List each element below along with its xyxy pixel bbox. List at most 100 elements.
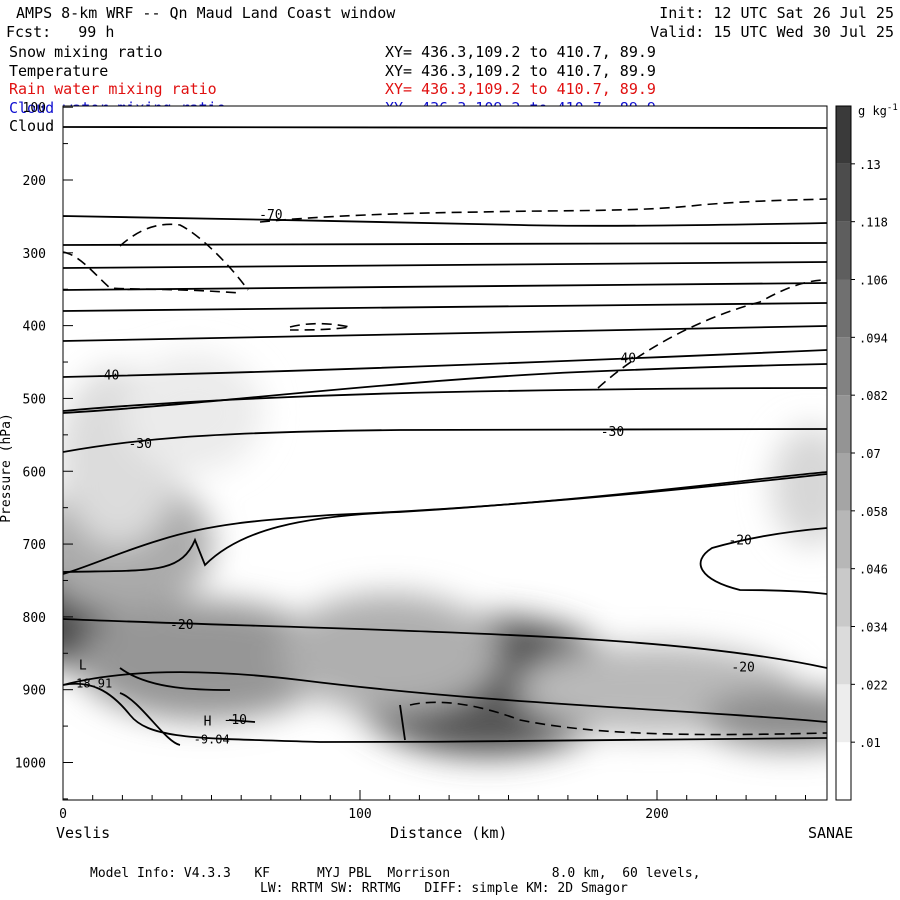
temperature-contour: [63, 428, 827, 453]
y-tick-label: 300: [23, 247, 46, 262]
temperature-contour: [699, 527, 827, 595]
temperature-label: -30: [128, 437, 151, 452]
temperature-contour: [63, 349, 827, 378]
cloud-ice-blob: [123, 353, 263, 473]
temperature-contour: [63, 671, 827, 723]
colorbar-bin: [836, 395, 851, 453]
model-info: Model Info: V4.3.3 KF MYJ PBL Morrison 8…: [90, 866, 701, 881]
temperature-contour: [63, 473, 827, 575]
cloud-ice-blob: [279, 593, 500, 714]
field-name: Temperature: [9, 61, 109, 80]
temperature-contour: [63, 242, 827, 246]
colorbar-label: .082: [859, 389, 888, 403]
colorbar: .01 .022 .034 .046 .058 .07 .082 .094 .106 .118 .1…: [835, 103, 898, 801]
y-axis-title: Pressure (hPa): [0, 413, 14, 523]
colorbar-label: .034: [859, 621, 888, 635]
temperature-label: -20: [728, 534, 751, 549]
temperature-contour: [63, 325, 827, 342]
forecast-hour: Fcst: 99 h: [6, 23, 115, 41]
temperature-contour: [63, 302, 827, 312]
cloud-water-contour: [597, 279, 827, 389]
temperature-contour: [63, 282, 827, 291]
temperature-contour: [63, 261, 827, 269]
axes: 100 200 300 400 500 600 700 800 900 1000 0 100 200: [15, 101, 806, 822]
extremum-symbol: H: [204, 715, 212, 730]
cloud-water-contour: [409, 701, 827, 736]
x-tick-label: 200: [645, 807, 668, 822]
colorbar-unit: g kg-1: [858, 103, 898, 118]
temperature-label: -70: [259, 208, 282, 223]
y-tick-label: 1000: [15, 757, 46, 772]
extremum-symbol: L: [79, 659, 87, 674]
field-name: Rain water mixing ratio: [9, 80, 217, 98]
cloud-ice-blob: [75, 600, 336, 721]
temperature-contour: [63, 471, 827, 573]
y-tick-label: 100: [23, 101, 46, 116]
temperature-contour: [119, 692, 181, 746]
colorbar-bin: [836, 221, 851, 280]
field-xy-range: XY= 436.3,109.2 to 410.7, 89.9: [385, 43, 656, 61]
field-xy-range: XY= 436.3,109.2 to 410.7, 89.9: [385, 61, 656, 80]
y-tick-label: 700: [23, 538, 46, 553]
colorbar-label: .046: [859, 563, 888, 577]
y-tick-label: 400: [23, 320, 46, 335]
temperature-label: -20: [170, 618, 193, 633]
colorbar-label: .118: [859, 216, 888, 230]
temperature-contour: [63, 215, 827, 227]
cloud-water-contour: [289, 322, 351, 331]
model-physics: LW: RRTM SW: RRTMG DIFF: simple KM: 2D S…: [260, 881, 628, 896]
temperature-contour: [228, 719, 256, 723]
temperature-contour: [63, 387, 827, 412]
colorbar-bin: [836, 279, 851, 338]
colorbar-bin: [836, 337, 851, 396]
temperature-label: -10: [224, 713, 247, 728]
colorbar-bin: [836, 510, 851, 569]
y-tick-label: 500: [23, 392, 46, 407]
x-tick-label: 100: [348, 807, 371, 822]
temperature-label: -40: [96, 368, 119, 383]
init-time: Init: 12 UTC Sat 26 Jul 25: [659, 4, 894, 22]
x-endpoint-right: SANAE: [808, 824, 854, 842]
temperature-label: -40: [613, 352, 636, 367]
field-xy-range: XY= 436.3,109.2 to 410.7, 89.9: [385, 80, 656, 98]
y-tick-label: 800: [23, 611, 46, 626]
colorbar-bin: [836, 568, 851, 627]
cloud-ice-blob: [771, 425, 827, 546]
cloud-ice-shading: [63, 353, 827, 757]
chart-title: AMPS 8-km WRF -- Qn Maud Land Coast wind…: [16, 4, 396, 22]
x-axis-title: Distance (km): [390, 824, 508, 842]
colorbar-label: .022: [859, 678, 888, 692]
colorbar-label: .07: [859, 447, 881, 461]
cloud-water-contour: [63, 251, 241, 294]
temperature-label: -30: [601, 425, 624, 440]
contour-labels: -70 -40 -40 -30 -30 -20 -20 -20 -10 L -18.91 H -9.04: [69, 208, 755, 747]
temperature-contour: [63, 363, 827, 414]
colorbar-label: .094: [859, 331, 888, 345]
temperature-contour: [63, 126, 827, 129]
colorbar-bin: [836, 453, 851, 511]
x-tick-label: 0: [59, 807, 67, 822]
colorbar-label: .01: [859, 736, 881, 750]
colorbar-bin: [836, 106, 851, 164]
y-tick-label: 900: [23, 684, 46, 699]
y-tick-label: 600: [23, 465, 46, 480]
y-tick-label: 200: [23, 174, 46, 189]
temperature-label: -20: [731, 660, 754, 675]
temperature-contours: [63, 126, 827, 746]
x-endpoint-left: Veslis: [56, 824, 111, 842]
colorbar-bin: [836, 626, 851, 685]
plot-frame: [62, 105, 828, 801]
valid-time: Valid: 15 UTC Wed 30 Jul 25: [650, 23, 894, 41]
temperature-contour: [399, 704, 406, 741]
cloud-water-contour: [259, 198, 827, 223]
temperature-contour: [63, 618, 827, 669]
temperature-contour: [63, 682, 827, 743]
colorbar-label: .058: [859, 505, 888, 519]
colorbar-bin: [836, 684, 851, 743]
cloud-water-contour: [119, 223, 249, 291]
extremum-value: -9.04: [194, 733, 230, 747]
colorbar-bin: [836, 163, 851, 222]
colorbar-label: .13: [859, 158, 881, 172]
field-name: Snow mixing ratio: [9, 43, 163, 61]
